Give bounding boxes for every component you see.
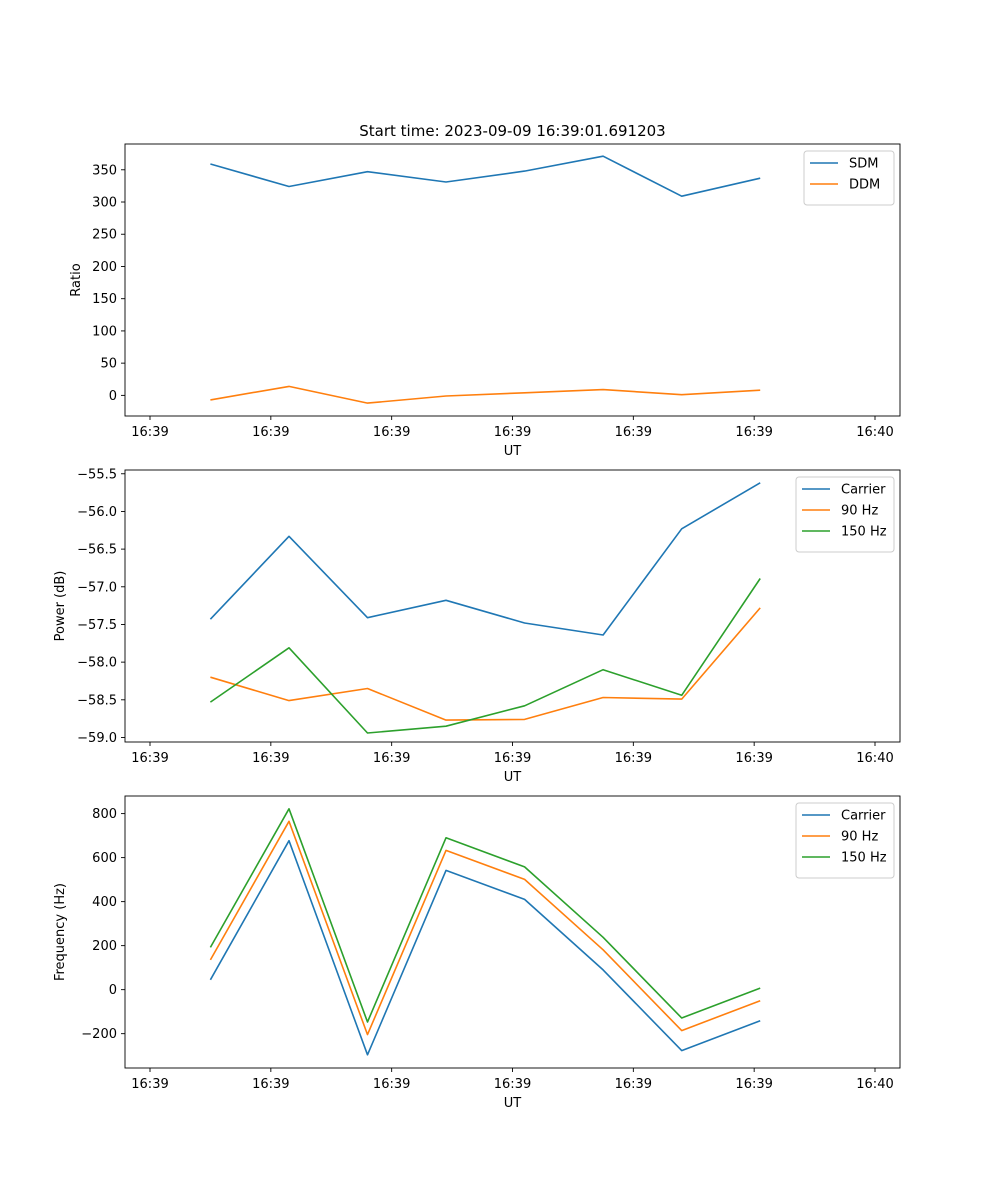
y-tick-label: 0 <box>109 389 117 404</box>
y-tick-label: −58.0 <box>77 656 117 671</box>
y-tick-label: 0 <box>109 983 117 998</box>
x-tick-label: 16:39 <box>615 1077 652 1092</box>
axes-frame <box>124 469 901 743</box>
series-line-150-hz <box>209 807 761 1023</box>
x-axis-label: UT <box>504 770 522 785</box>
legend-box <box>803 150 895 206</box>
y-tick-label: −58.5 <box>77 693 117 708</box>
y-tick-label: 400 <box>92 895 117 910</box>
legend-label: 90 Hz <box>841 830 878 845</box>
x-tick-label: 16:39 <box>131 751 168 766</box>
y-tick-label: −56.0 <box>77 505 117 520</box>
x-tick-label: 16:39 <box>131 425 168 440</box>
axes-frame <box>124 795 901 1069</box>
axes-frame <box>124 143 901 417</box>
y-tick-label: 200 <box>92 939 117 954</box>
x-tick-label: 16:39 <box>252 425 289 440</box>
series-line-90-hz <box>210 607 761 721</box>
ratio-subplot: 16:39 16:39 16:39 16:39 16:39 16:39 16:40 0 50 10… <box>69 143 901 459</box>
series-line-ddm <box>210 385 761 404</box>
x-tick-label: 16:39 <box>252 751 289 766</box>
series-line-carrier <box>209 839 761 1056</box>
x-tick-label: 16:39 <box>252 1077 289 1092</box>
series-line-90-hz <box>209 820 761 1036</box>
x-tick-label: 16:39 <box>373 425 410 440</box>
frequency-subplot: 16:39 16:39 16:39 16:39 16:39 16:39 16:40 −200 0… <box>53 795 901 1111</box>
x-tick-label: 16:39 <box>735 1077 772 1092</box>
power-subplot: 16:39 16:39 16:39 16:39 16:39 16:39 16:40 −59.0… <box>53 467 901 785</box>
x-tick-label: 16:39 <box>615 751 652 766</box>
x-tick-label: 16:40 <box>856 751 893 766</box>
legend-label: SDM <box>849 157 878 172</box>
series-line-sdm <box>210 155 761 197</box>
y-tick-label: 100 <box>92 324 117 339</box>
x-tick-label: 16:39 <box>615 425 652 440</box>
x-tick-label: 16:39 <box>373 751 410 766</box>
y-tick-label: 150 <box>92 292 117 307</box>
legend: Carrier 90 Hz 150 Hz <box>795 476 895 553</box>
x-tick-label: 16:40 <box>856 425 893 440</box>
y-tick-label: −56.5 <box>77 543 117 558</box>
legend-box <box>795 802 895 879</box>
y-tick-label: 600 <box>92 851 117 866</box>
x-axis-label: UT <box>504 444 522 459</box>
legend-label: DDM <box>849 178 880 193</box>
x-tick-label: 16:39 <box>131 1077 168 1092</box>
y-tick-label: −57.0 <box>77 580 117 595</box>
y-axis-label: Ratio <box>69 263 84 296</box>
x-tick-label: 16:39 <box>494 751 531 766</box>
x-tick-label: 16:39 <box>735 751 772 766</box>
y-tick-label: 350 <box>92 163 117 178</box>
legend-label: 90 Hz <box>841 504 878 519</box>
x-tick-label: 16:39 <box>735 425 772 440</box>
x-tick-label: 16:39 <box>494 425 531 440</box>
legend: Carrier 90 Hz 150 Hz <box>795 802 895 879</box>
legend-label: Carrier <box>841 483 886 498</box>
x-tick-label: 16:40 <box>856 1077 893 1092</box>
y-tick-label: 200 <box>92 260 117 275</box>
y-tick-label: −57.5 <box>77 618 117 633</box>
legend-label: Carrier <box>841 809 886 824</box>
y-tick-label: 300 <box>92 196 117 211</box>
legend-label: 150 Hz <box>841 525 887 540</box>
x-axis-label: UT <box>504 1096 522 1111</box>
legend-box <box>795 476 895 553</box>
x-tick-label: 16:39 <box>373 1077 410 1092</box>
y-tick-label: −55.5 <box>77 467 117 482</box>
figure-title: Start time: 2023-09-09 16:39:01.691203 <box>359 122 665 140</box>
y-tick-label: 250 <box>92 228 117 243</box>
y-tick-label: 50 <box>100 357 117 372</box>
y-tick-label: −200 <box>81 1027 117 1042</box>
series-line-carrier <box>209 482 761 636</box>
y-tick-label: 800 <box>92 807 117 822</box>
x-tick-label: 16:39 <box>494 1077 531 1092</box>
y-axis-label: Power (dB) <box>53 571 68 642</box>
legend-label: 150 Hz <box>841 851 887 866</box>
y-axis-label: Frequency (Hz) <box>53 883 68 981</box>
series-line-150-hz <box>209 578 761 734</box>
legend: SDM DDM <box>803 150 895 206</box>
y-tick-label: −59.0 <box>77 731 117 746</box>
